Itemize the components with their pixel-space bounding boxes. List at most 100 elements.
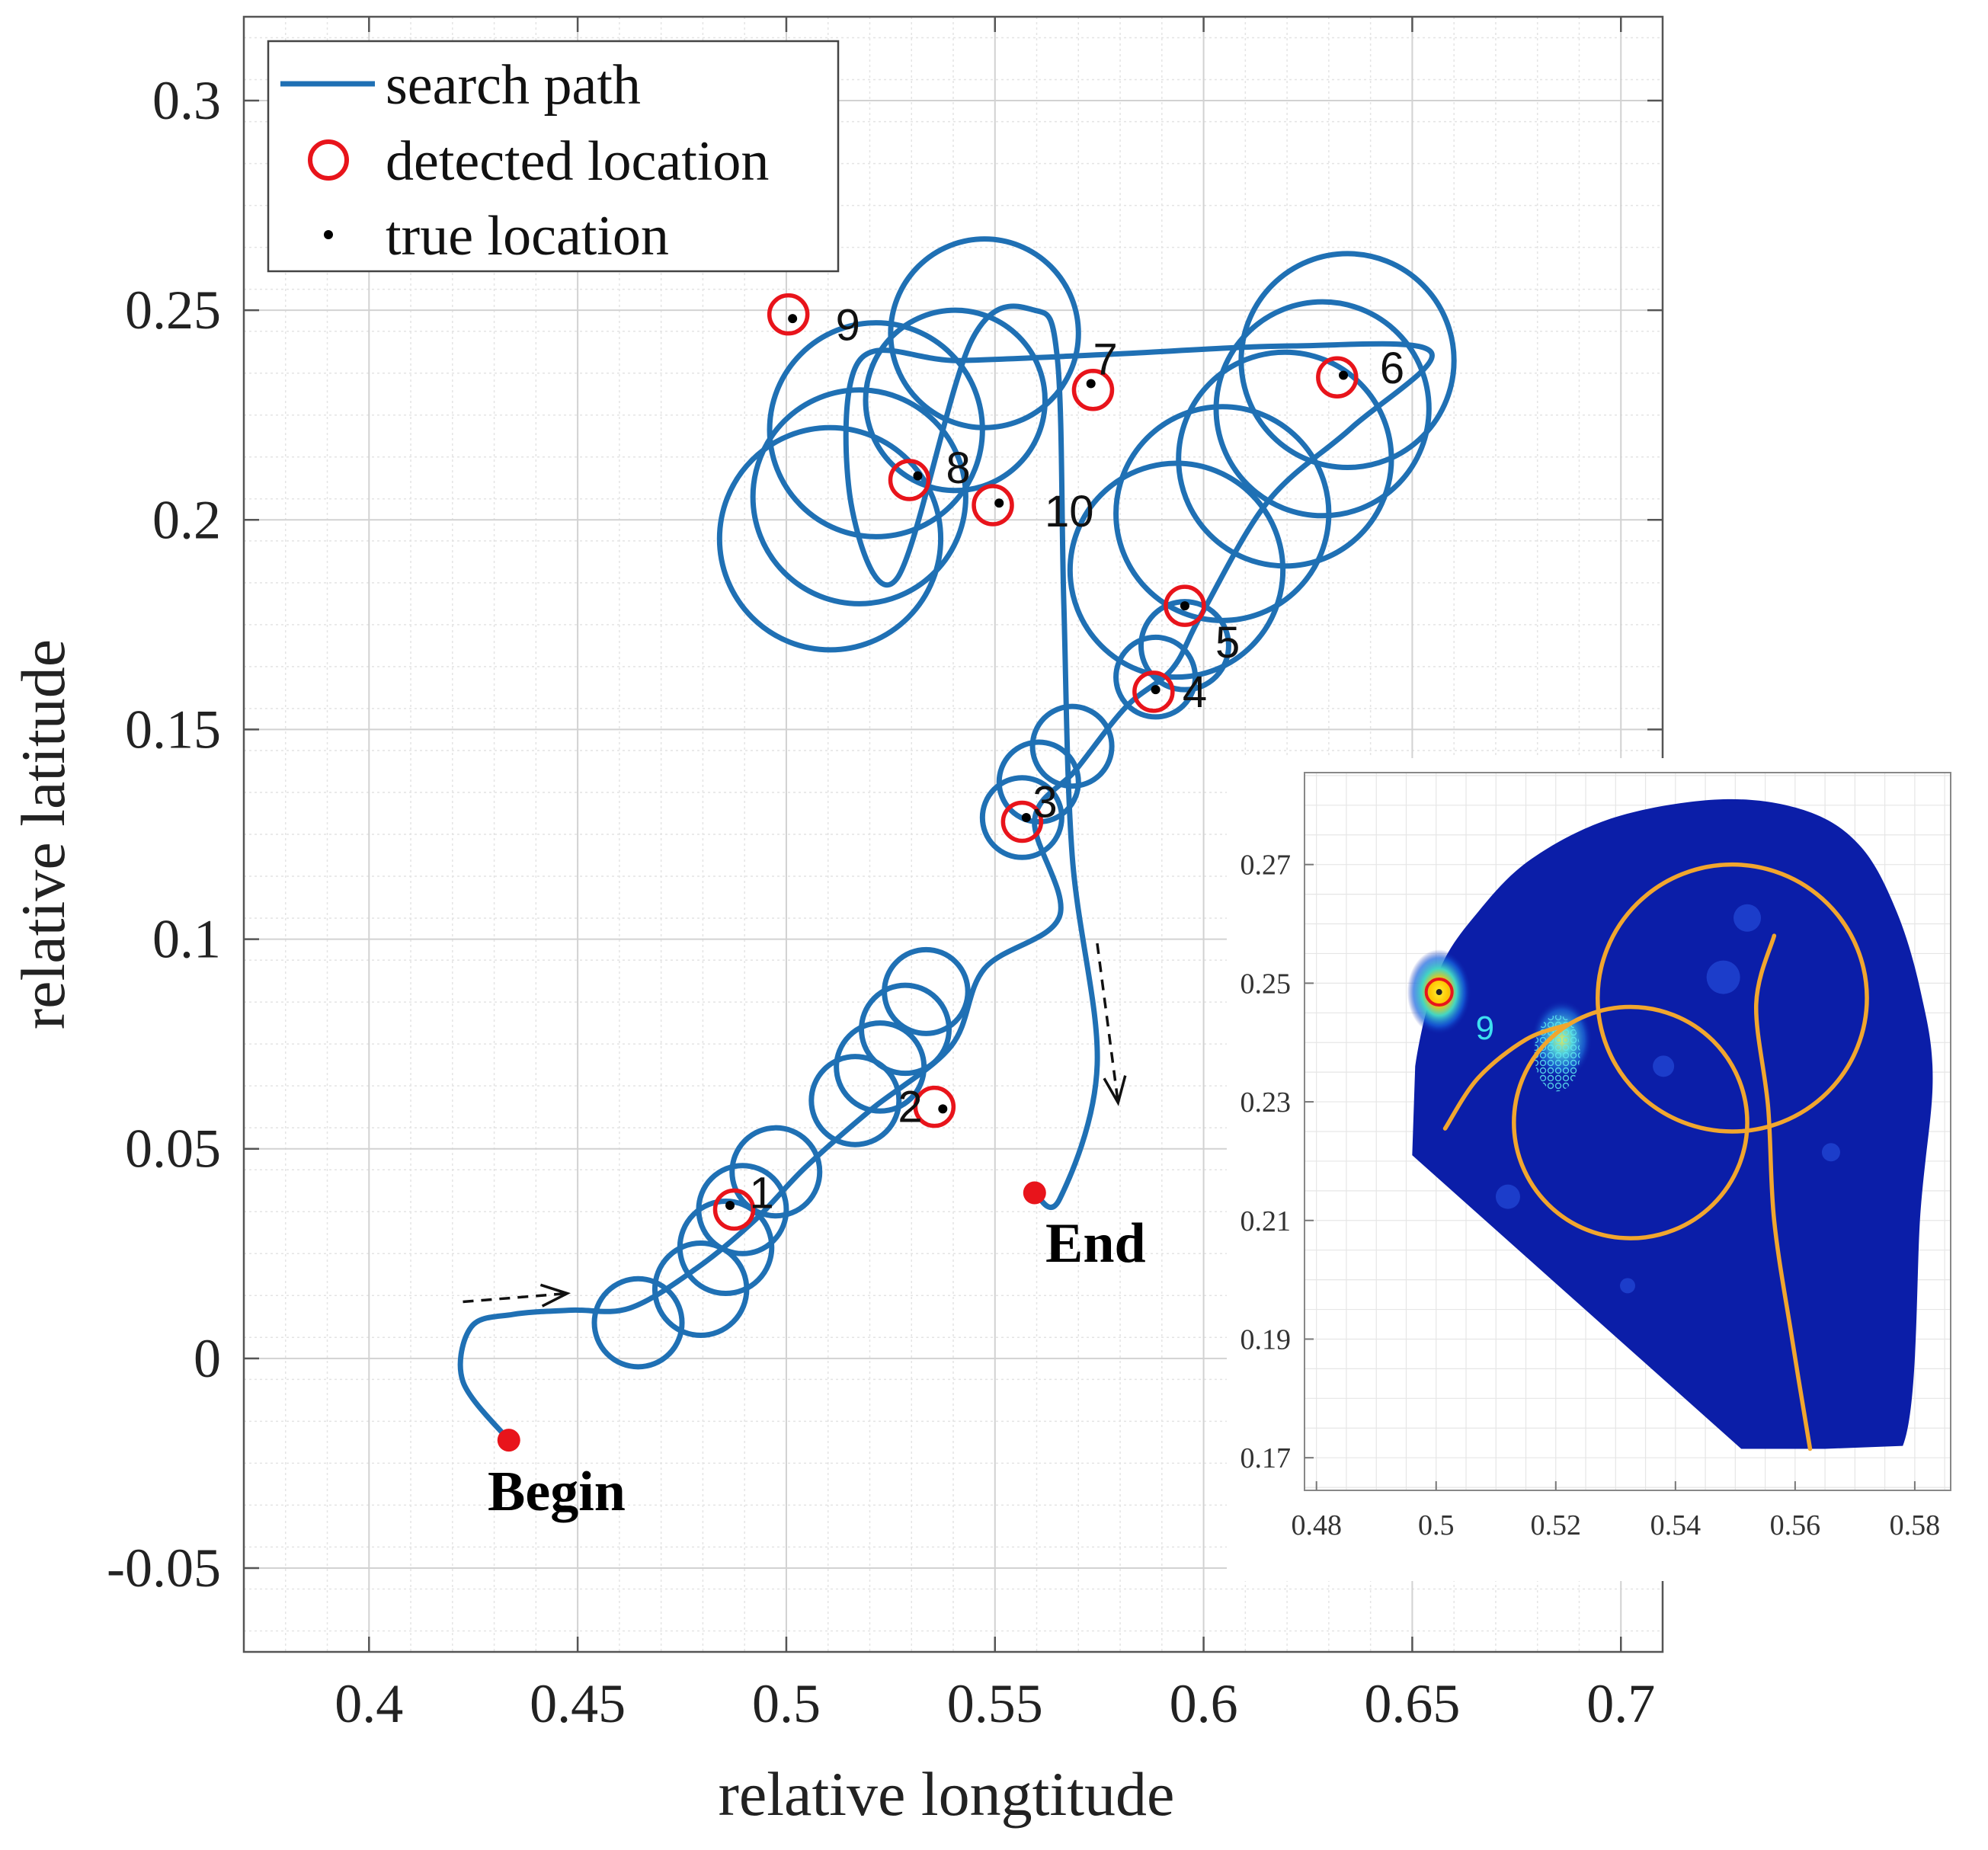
x-tick-label: 0.7 xyxy=(1586,1673,1655,1734)
main-x-axis-label: relative longtitude xyxy=(719,1759,1175,1829)
x-tick-label: 0.5 xyxy=(752,1673,821,1734)
search-path-loop xyxy=(1238,251,1457,471)
target-label: 2 xyxy=(898,1083,922,1132)
target-label: 5 xyxy=(1215,618,1240,667)
true-location-marker xyxy=(1151,685,1160,695)
legend-dot-swatch xyxy=(324,230,333,239)
heatmap-speckle xyxy=(1821,1143,1840,1162)
inset-target: 9 xyxy=(1424,978,1494,1047)
detected-location-marker xyxy=(1071,368,1115,411)
detected-location-marker xyxy=(1316,356,1359,398)
direction-arrow-shaft xyxy=(1096,943,1120,1103)
legend-entry-detected-location: detected location xyxy=(386,130,769,193)
search-path-loop xyxy=(882,946,971,1036)
inset-x-tick-label: 0.56 xyxy=(1770,1509,1821,1541)
inset-target-label: 9 xyxy=(1476,1010,1494,1047)
legend-entry-search-path: search path xyxy=(386,54,641,117)
begin-label: Begin xyxy=(488,1461,626,1523)
true-location-marker xyxy=(1339,370,1349,380)
inset-path-segment xyxy=(1754,933,1813,1452)
search-path-trunk xyxy=(457,303,1435,1443)
inset-search-path xyxy=(1442,862,1869,1452)
detected-location-marker xyxy=(1164,584,1206,627)
target-label: 10 xyxy=(1045,487,1094,536)
search-path-loop xyxy=(677,1198,775,1297)
target-label: 8 xyxy=(946,443,970,493)
inset-path-loop xyxy=(1512,1004,1750,1240)
search-path-loop xyxy=(767,320,985,539)
inset-plot: 9 0.48 0.5 0.52 0.54 0.56 0.58 0.27 0.25 0.23 0.2… xyxy=(1227,758,1988,1581)
x-tick-label: 0.65 xyxy=(1364,1673,1460,1734)
targets: 1 2 3 45 6 7 8 9 10 xyxy=(712,293,1404,1231)
target-label: 3 xyxy=(1032,777,1057,827)
true-location-marker xyxy=(1180,601,1189,611)
target-label: 1 xyxy=(749,1168,773,1218)
x-tick-label: 0.55 xyxy=(947,1673,1043,1734)
heatmap-region-fill xyxy=(1412,799,1933,1449)
detected-location-marker xyxy=(1132,671,1175,713)
y-tick-label: -0.05 xyxy=(107,1538,221,1599)
detected-location-marker xyxy=(712,1188,756,1231)
heatmap-speckle xyxy=(1706,960,1740,994)
x-tick-label: 0.6 xyxy=(1170,1673,1238,1734)
inset-plot-frame xyxy=(1304,772,1951,1491)
search-path-loop xyxy=(750,387,968,607)
direction-arrows xyxy=(463,943,1127,1307)
search-path-loop xyxy=(716,424,944,653)
heatmap-speckle xyxy=(1733,904,1762,932)
inset-x-tick-label: 0.58 xyxy=(1890,1509,1941,1541)
search-path-loop xyxy=(808,1054,902,1147)
heatmap-hatch xyxy=(1534,1015,1580,1092)
legend-box xyxy=(267,40,840,273)
detected-location-marker xyxy=(767,293,810,336)
true-location-marker xyxy=(1086,379,1096,389)
inset-y-tick-label: 0.19 xyxy=(1240,1323,1292,1355)
y-tick-label: 0.15 xyxy=(125,699,221,760)
search-path-loop xyxy=(591,1275,685,1370)
target-label: 9 xyxy=(836,301,860,350)
inset-x-tick-label: 0.48 xyxy=(1291,1509,1342,1541)
search-path-loop xyxy=(996,739,1081,824)
inset-y-tick-label: 0.25 xyxy=(1240,968,1292,1000)
detected-location-marker xyxy=(972,484,1014,527)
search-path-loop xyxy=(696,1163,789,1256)
heatmap-speckle xyxy=(1495,1184,1520,1209)
legend-circle-swatch xyxy=(308,139,349,181)
search-path-loop xyxy=(1029,703,1115,789)
main-y-axis-label: relative latitude xyxy=(8,639,78,1029)
inset-y-tick-label: 0.21 xyxy=(1240,1205,1292,1237)
inset-path-segment xyxy=(1442,1023,1570,1131)
begin-marker xyxy=(497,1429,520,1452)
end-label: End xyxy=(1045,1212,1146,1275)
x-tick-label: 0.4 xyxy=(335,1673,403,1734)
legend-entry-true-location: true location xyxy=(386,205,669,267)
heatmap-speckle xyxy=(1653,1055,1675,1077)
y-tick-label: 0.2 xyxy=(152,489,221,550)
true-location-marker xyxy=(788,314,798,324)
target-label: 6 xyxy=(1380,344,1404,393)
y-tick-label: 0.1 xyxy=(152,909,221,970)
detected-location-marker xyxy=(913,1085,956,1128)
detected-location-marker xyxy=(1000,800,1044,843)
detected-location-marker xyxy=(888,459,931,501)
y-tick-label: 0 xyxy=(194,1328,221,1389)
inset-x-tick-label: 0.5 xyxy=(1418,1509,1455,1541)
inset-y-tick-label: 0.27 xyxy=(1240,850,1292,882)
direction-arrow-head xyxy=(539,1283,571,1307)
search-path-loop xyxy=(1213,299,1432,519)
legend: search path detected location true locat… xyxy=(267,40,840,273)
target-label: 7 xyxy=(1093,335,1117,385)
true-location-marker xyxy=(1021,812,1031,822)
true-location-marker xyxy=(994,498,1004,508)
search-path-loop xyxy=(729,1125,823,1219)
true-location-marker xyxy=(938,1104,948,1114)
inset-path-loop xyxy=(1595,862,1869,1134)
inset-true-location-marker xyxy=(1436,989,1442,996)
main-ticks: 0.4 0.45 0.5 0.55 0.6 0.65 0.70.30.250.20.150.… xyxy=(107,17,1663,1734)
true-location-marker xyxy=(725,1200,735,1210)
x-tick-label: 0.45 xyxy=(530,1673,626,1734)
y-tick-label: 0.05 xyxy=(125,1119,221,1179)
inset-x-tick-label: 0.52 xyxy=(1531,1509,1582,1541)
inset-y-tick-label: 0.23 xyxy=(1240,1087,1292,1119)
